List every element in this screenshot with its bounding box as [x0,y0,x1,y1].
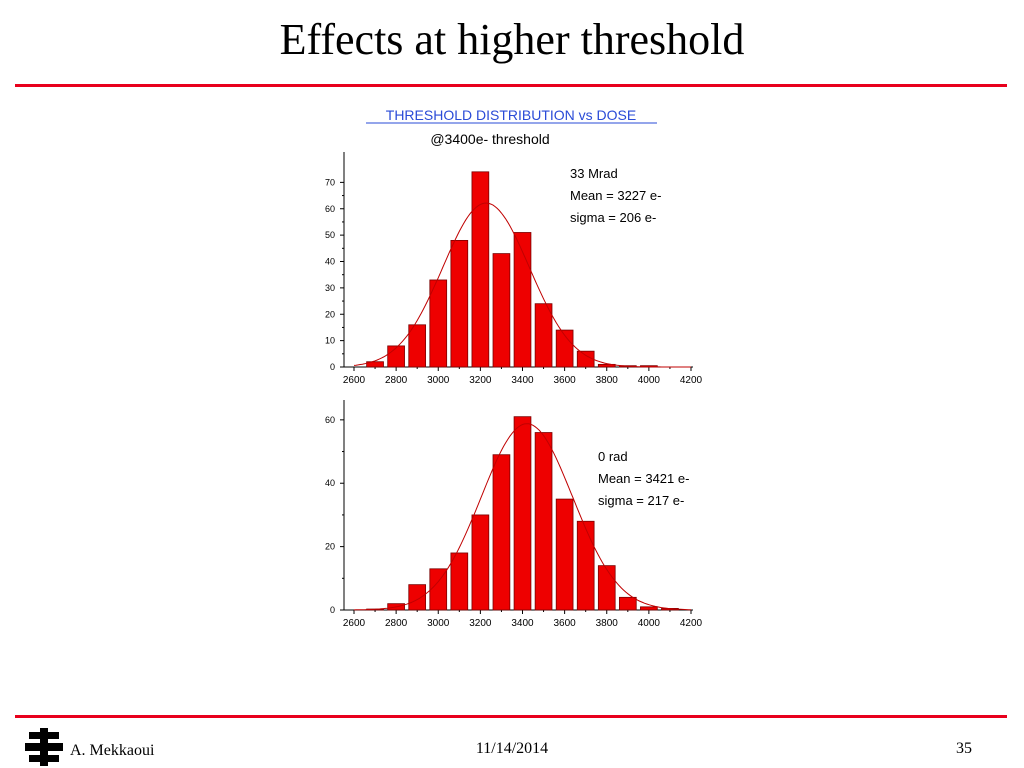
histogram-bar [513,232,532,368]
histogram-bar [555,498,574,611]
chart-subtitle: @3400e- threshold [430,131,549,147]
histogram-bar [534,432,553,611]
histogram-bar [429,568,448,611]
histogram-bar [471,171,490,368]
histogram-bar [618,596,637,611]
chart-figure: THRESHOLD DISTRIBUTION vs DOSE @3400e- t… [325,107,703,629]
y-tick-label: 40 [325,257,335,267]
top-divider [15,84,1007,87]
x-tick-label: 3800 [596,375,619,386]
y-tick-label: 10 [325,336,335,346]
histogram-bar [450,552,469,611]
chart-panel-33mrad: 0 10 20 30 40 50 60 70 2600 2800 3000 3200 3400 3600 3… [325,152,703,386]
slide-title: Effects at higher threshold [279,15,745,64]
footer-page-number: 35 [956,740,972,757]
histogram-bar [366,361,384,368]
x-tick-label: 3400 [511,618,534,629]
x-tick-label: 4000 [638,618,661,629]
fit-annotation: 33 Mrad [570,166,618,181]
footer-date: 11/14/2014 [475,740,549,757]
x-tick-label: 3000 [427,375,450,386]
y-tick-label: 20 [325,542,335,552]
fermilab-logo-icon [25,728,63,766]
histogram-bar [597,363,616,368]
x-tick-label: 3000 [427,618,450,629]
x-tick-label: 3800 [596,618,619,629]
x-tick-label: 2800 [385,375,408,386]
x-tick-label: 2600 [343,375,366,386]
y-tick-label: 30 [325,283,335,293]
footer-author: A. Mekkaoui [70,742,155,759]
chart-title: THRESHOLD DISTRIBUTION vs DOSE [386,107,636,123]
histogram-bar [492,454,511,611]
fit-annotation: Mean = 3421 e- [598,471,689,486]
gaussian-fit-curve [353,202,691,368]
gaussian-fit-curve [353,423,691,611]
histogram-bar [408,324,427,368]
chart-panel-0rad: 0 20 40 60 2600 2800 3000 3200 3400 3600 3800 4000 4… [325,400,703,629]
histogram-bar [492,253,511,368]
x-tick-label: 4200 [680,375,703,386]
y-tick-label: 40 [325,478,335,488]
y-tick-label: 20 [325,309,335,319]
histogram-bar [576,350,595,368]
x-tick-label: 3600 [554,375,577,386]
x-tick-label: 3400 [511,375,534,386]
x-tick-label: 2600 [343,618,366,629]
y-tick-label: 0 [330,605,335,615]
x-tick-label: 2800 [385,618,408,629]
x-tick-label: 3200 [469,618,492,629]
histogram-bar [534,303,553,368]
histogram-bar [513,416,532,611]
fit-annotation: Mean = 3227 e- [570,188,661,203]
y-tick-label: 60 [325,415,335,425]
x-tick-label: 3600 [554,618,577,629]
histogram-bar [387,345,405,368]
x-tick-label: 4000 [638,375,661,386]
histogram-bar [555,329,574,368]
histogram-bar [640,606,658,611]
histogram-bar [450,239,469,368]
histogram-bar [576,520,595,611]
x-tick-label: 3200 [469,375,492,386]
y-tick-label: 50 [325,230,335,240]
fit-annotation: sigma = 206 e- [570,210,656,225]
y-tick-label: 60 [325,204,335,214]
x-tick-label: 4200 [680,618,703,629]
y-tick-label: 70 [325,177,335,187]
histogram-bar [429,279,448,368]
bottom-divider [15,715,1007,718]
fit-annotation: 0 rad [598,449,628,464]
histogram-bar [597,565,616,611]
fit-annotation: sigma = 217 e- [598,493,684,508]
y-tick-label: 0 [330,362,335,372]
histogram-bar [408,584,427,611]
histogram-bar [471,514,490,611]
